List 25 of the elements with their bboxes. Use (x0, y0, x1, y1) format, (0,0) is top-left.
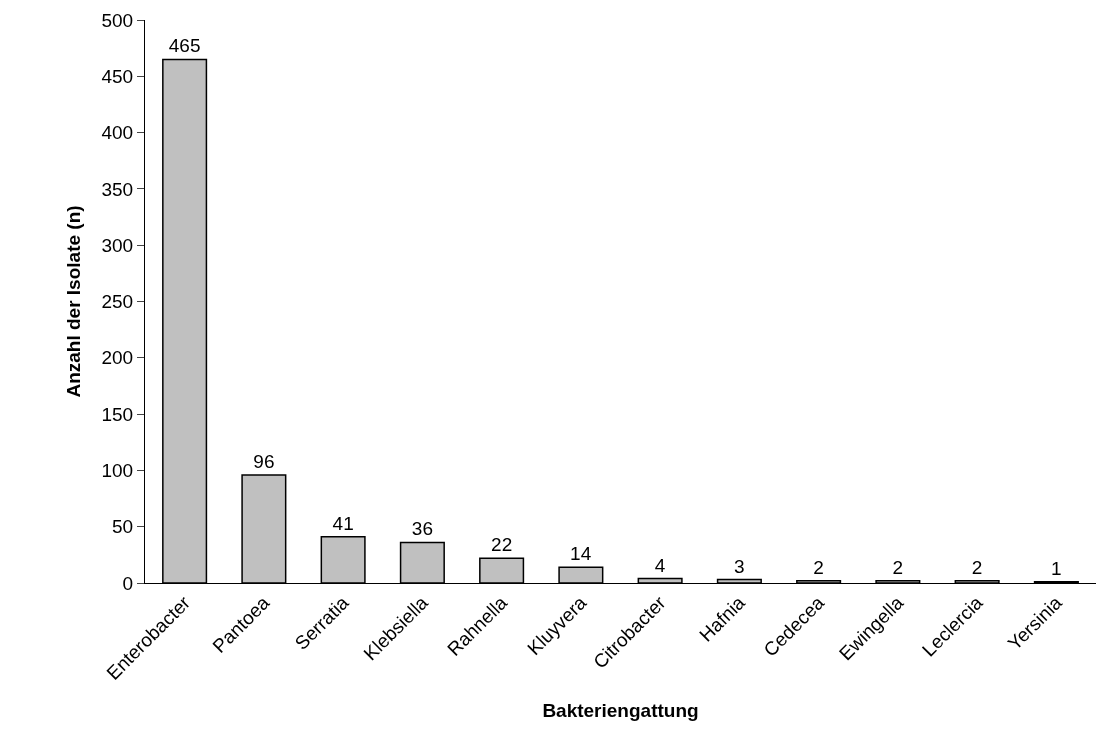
data-label: 41 (332, 512, 354, 534)
data-label: 465 (168, 35, 201, 57)
y-tick-label: 50 (112, 516, 134, 538)
y-tick-label: 200 (101, 347, 134, 369)
data-label: 96 (253, 450, 275, 472)
y-tick-label: 150 (101, 403, 134, 425)
y-tick-label: 500 (101, 9, 134, 31)
y-tick-label: 250 (101, 291, 134, 313)
data-label: 2 (813, 556, 824, 578)
y-axis-title: Anzahl der Isolate (n) (63, 205, 85, 398)
data-label: 3 (734, 555, 745, 577)
data-label: 4 (654, 554, 666, 576)
data-label: 2 (892, 556, 904, 578)
y-tick-label: 100 (101, 460, 134, 482)
x-axis-title: Bakteriengattung (542, 699, 699, 721)
y-tick-label: 0 (122, 572, 134, 594)
y-tick-label: 350 (101, 178, 134, 200)
data-label: 1 (1051, 557, 1062, 579)
data-label: 2 (971, 556, 983, 578)
data-label: 22 (491, 534, 513, 556)
y-tick-label: 400 (101, 122, 134, 144)
y-tick-label: 450 (101, 65, 134, 87)
y-tick-label: 300 (101, 234, 134, 256)
data-label: 14 (570, 543, 592, 565)
data-label: 36 (411, 518, 433, 540)
